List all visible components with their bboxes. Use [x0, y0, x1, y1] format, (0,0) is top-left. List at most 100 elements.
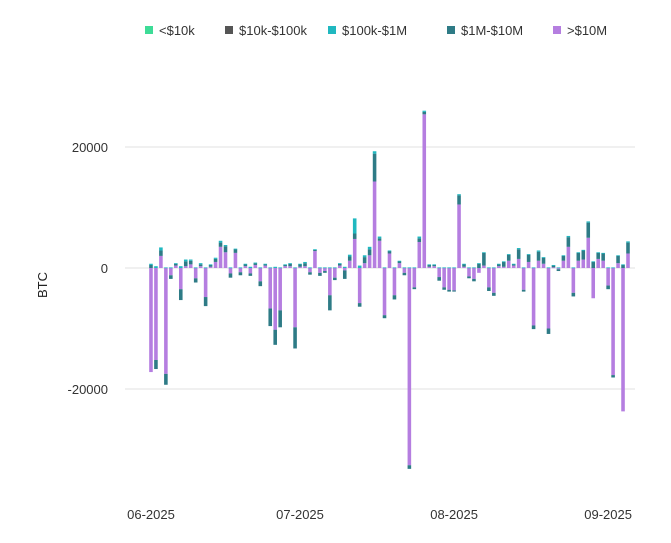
- bar-segment-50-3: [392, 295, 397, 300]
- bar-segment-95-3: [616, 255, 620, 264]
- y-axis: -20000 0 20000: [68, 140, 108, 397]
- day-bar-91: [596, 252, 600, 268]
- bar-segment-4-4: [164, 268, 168, 374]
- y-tick-label-1: 0: [101, 261, 108, 276]
- bar-segment-48-4: [382, 268, 387, 316]
- bar-segment-57-4: [427, 266, 432, 268]
- bar-segment-63-3: [457, 195, 461, 205]
- day-bar-94: [611, 267, 615, 378]
- bar-segment-5-4: [169, 268, 173, 276]
- bar-segment-41-2: [347, 254, 352, 257]
- bar-segment-70-3: [492, 292, 496, 296]
- day-bar-28: [283, 264, 287, 268]
- day-bar-95: [616, 255, 620, 268]
- day-bar-63: [457, 194, 461, 268]
- bar-segment-54-4: [412, 268, 417, 288]
- day-bar-11: [198, 263, 203, 268]
- bar-segment-87-2: [576, 252, 581, 254]
- bar-segment-36-4: [323, 268, 327, 272]
- day-bar-16: [223, 245, 228, 268]
- bar-segment-60-4: [442, 268, 446, 288]
- bar-segment-32-3: [303, 263, 307, 267]
- bar-segment-27-3: [278, 310, 282, 328]
- bar-segment-20-3: [243, 264, 248, 267]
- bar-segment-8-4: [183, 266, 188, 268]
- day-bar-74: [511, 263, 516, 268]
- bar-segment-77-2: [526, 254, 531, 255]
- bar-segment-25-3: [268, 308, 273, 327]
- day-bar-30: [293, 267, 297, 349]
- bar-segment-58-2: [432, 264, 436, 266]
- day-bar-79: [536, 250, 541, 268]
- legend-label-0: <$10k: [159, 23, 195, 38]
- bar-segment-92-4: [601, 260, 605, 268]
- day-bar-56: [422, 110, 427, 268]
- day-bar-96: [621, 264, 625, 412]
- bar-segment-72-2: [501, 261, 506, 263]
- day-bar-93: [606, 267, 610, 290]
- bar-segment-79-4: [536, 260, 541, 268]
- bar-segment-35-4: [318, 268, 322, 273]
- bar-segment-18-2: [233, 248, 238, 250]
- bar-segment-31-2: [298, 263, 302, 265]
- bar-segment-70-2: [492, 267, 496, 269]
- day-bar-51: [397, 260, 402, 268]
- x-tick-label-3: 09-2025: [584, 507, 632, 522]
- day-bar-59: [437, 267, 441, 281]
- bar-segment-28-3: [283, 264, 287, 267]
- day-bar-83: [556, 267, 561, 272]
- legend-swatch-1: [225, 26, 233, 34]
- day-bar-54: [412, 267, 417, 290]
- day-bar-13: [208, 264, 213, 268]
- bar-segment-20-4: [243, 266, 248, 268]
- bar-segment-14-3: [213, 258, 218, 262]
- x-tick-label-0: 06-2025: [127, 507, 175, 522]
- bar-segment-97-4: [626, 253, 630, 268]
- day-bar-14: [213, 257, 218, 268]
- bar-segment-61-2: [447, 267, 451, 269]
- bar-segment-37-2: [328, 267, 332, 269]
- day-bar-20: [243, 263, 248, 268]
- bar-segment-72-4: [501, 266, 506, 268]
- bar-segment-53-2: [407, 267, 412, 269]
- bar-segment-74-3: [511, 264, 516, 266]
- bar-segment-51-3: [397, 261, 402, 264]
- day-bar-47: [377, 236, 382, 268]
- day-bar-23: [258, 267, 263, 287]
- day-bar-5: [169, 267, 173, 279]
- bar-segment-87-4: [576, 260, 581, 268]
- bar-segment-59-2: [437, 267, 441, 269]
- bar-segment-42-3: [352, 233, 357, 239]
- bar-segment-35-3: [318, 272, 322, 276]
- day-bar-87: [576, 252, 581, 268]
- bar-segment-94-4: [611, 268, 615, 376]
- bar-segment-24-4: [263, 265, 268, 268]
- bar-segment-3-2: [159, 247, 163, 251]
- day-bar-31: [298, 263, 302, 268]
- bar-segment-81-3: [546, 328, 551, 334]
- bar-segment-80-2: [541, 257, 546, 258]
- bar-segment-62-2: [452, 267, 456, 269]
- day-bar-81: [546, 267, 551, 334]
- bar-segment-52-3: [402, 272, 407, 276]
- bar-segment-61-3: [447, 289, 451, 292]
- bar-segment-71-2: [497, 263, 501, 265]
- bar-segment-90-2: [591, 261, 596, 263]
- bar-segment-76-4: [521, 268, 526, 290]
- bar-segment-77-3: [526, 254, 531, 262]
- legend-label-1: $10k-$100k: [239, 23, 307, 38]
- bar-segment-38-2: [333, 267, 337, 269]
- legend-label-3: $1M-$10M: [461, 23, 523, 38]
- bar-segment-15-4: [218, 246, 223, 268]
- bar-segment-66-4: [472, 268, 476, 279]
- bars: [149, 110, 630, 469]
- bar-segment-22-3: [253, 263, 258, 265]
- bar-segment-90-3: [591, 261, 596, 268]
- bar-segment-96-3: [621, 264, 625, 268]
- bar-segment-18-4: [233, 252, 238, 269]
- day-bar-55: [417, 236, 422, 268]
- day-bar-38: [333, 267, 337, 281]
- bar-segment-85-2: [566, 235, 571, 238]
- day-bar-45: [367, 246, 372, 268]
